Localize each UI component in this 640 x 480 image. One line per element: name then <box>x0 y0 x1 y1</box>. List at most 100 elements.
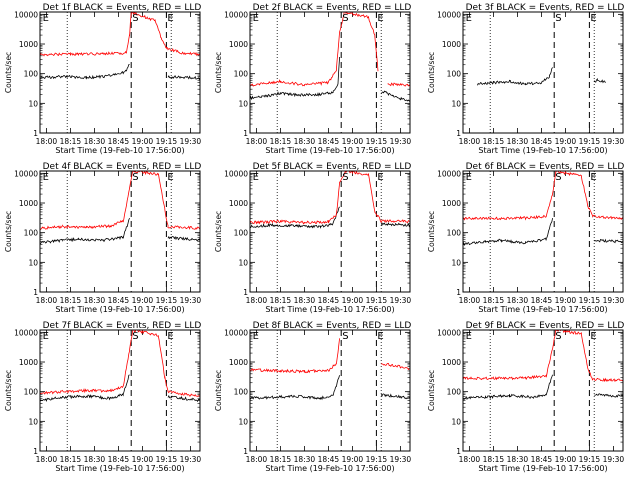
y-tick-label: 10 <box>238 258 248 267</box>
x-tick-label: 18:45 <box>318 455 340 464</box>
marker-label-e: E <box>43 331 49 342</box>
x-tick-label: 18:15 <box>483 137 505 146</box>
x-tick-label: 18:30 <box>294 296 316 305</box>
x-tick-label: 19:15 <box>156 455 178 464</box>
x-tick-label: 19:15 <box>579 296 601 305</box>
x-tick-label: 19:30 <box>603 455 625 464</box>
panel-det-3: Det 3f BLACK = Events, RED = LLD 1 10 100 10… <box>427 3 624 155</box>
marker-label-e: E <box>167 13 173 24</box>
x-tick-label: 18:15 <box>270 137 292 146</box>
x-tick-label: 19:15 <box>366 296 388 305</box>
x-axis-label: Start Time (19-Feb-10 17:56:00) <box>55 305 184 314</box>
plot-area <box>250 171 410 292</box>
x-tick-label: 18:30 <box>84 455 106 464</box>
y-axis-label: Counts/sec <box>214 211 223 252</box>
x-tick-label: 19:15 <box>156 296 178 305</box>
marker-label-e: E <box>253 172 259 183</box>
y-tick-label: 10 <box>451 258 461 267</box>
x-tick-label: 18:15 <box>483 296 505 305</box>
x-tick-label: 18:30 <box>294 137 316 146</box>
x-tick-label: 19:15 <box>156 137 178 146</box>
plot-area <box>40 330 200 451</box>
panel-det-7: Det 7f BLACK = Events, RED = LLD 1 10 100 10… <box>4 321 201 473</box>
marker-label-e: E <box>43 172 49 183</box>
plot-frame <box>249 170 411 293</box>
x-tick-label: 19:00 <box>342 137 364 146</box>
series-lld <box>463 330 623 383</box>
x-axis-label: Start Time (19-Feb-10 17:56:00) <box>265 464 394 473</box>
panel-title: Det 8f BLACK = Events, RED = LLD <box>253 321 412 331</box>
y-tick-label: 100 <box>234 70 249 79</box>
x-tick-label: 19:30 <box>390 455 412 464</box>
y-tick-label: 10000 <box>14 328 38 337</box>
y-tick-label: 100 <box>234 388 249 397</box>
panel-title: Det 2f BLACK = Events, RED = LLD <box>253 3 412 13</box>
y-tick-label: 10000 <box>437 169 461 178</box>
marker-label-s: S <box>342 331 348 342</box>
x-tick-label: 18:15 <box>60 296 82 305</box>
marker-label-s: S <box>132 13 138 24</box>
series-lld <box>463 171 623 221</box>
x-tick-label: 18:15 <box>270 455 292 464</box>
panel-title: Det 3f BLACK = Events, RED = LLD <box>466 3 625 13</box>
series-lld <box>40 330 200 397</box>
marker-label-s: S <box>342 13 348 24</box>
y-tick-label: 10 <box>28 258 38 267</box>
series-events <box>463 374 623 400</box>
y-tick-label: 10000 <box>437 328 461 337</box>
x-tick-label: 19:00 <box>555 296 577 305</box>
marker-label-e: E <box>590 331 596 342</box>
plot-area <box>477 12 606 133</box>
x-tick-label: 19:30 <box>390 296 412 305</box>
y-tick-label: 10 <box>451 417 461 426</box>
plot-area <box>40 12 200 133</box>
plot-frame <box>39 329 201 452</box>
x-tick-label: 18:45 <box>531 455 553 464</box>
x-tick-label: 18:00 <box>459 296 481 305</box>
y-tick-label: 10 <box>238 417 248 426</box>
series-events <box>40 374 200 403</box>
y-tick-label: 100 <box>24 229 39 238</box>
marker-label-e: E <box>466 13 472 24</box>
x-tick-label: 19:00 <box>132 455 154 464</box>
marker-label-e: E <box>167 172 173 183</box>
series-events <box>250 56 410 102</box>
x-tick-label: 18:45 <box>318 296 340 305</box>
x-tick-label: 18:00 <box>459 137 481 146</box>
panel-det-4: Det 4f BLACK = Events, RED = LLD 1 10 100 10… <box>4 162 201 314</box>
x-tick-label: 19:00 <box>342 296 364 305</box>
x-tick-label: 19:30 <box>390 137 412 146</box>
y-tick-label: 1000 <box>19 40 38 49</box>
x-tick-label: 19:00 <box>555 137 577 146</box>
marker-label-e: E <box>466 172 472 183</box>
x-tick-label: 19:30 <box>180 455 202 464</box>
x-tick-label: 19:15 <box>579 137 601 146</box>
plot-frame <box>462 11 624 134</box>
y-tick-label: 10000 <box>224 10 248 19</box>
panel-det-6: Det 6f BLACK = Events, RED = LLD 1 10 100 10… <box>427 162 624 314</box>
x-tick-label: 19:15 <box>579 455 601 464</box>
y-tick-label: 1 <box>456 447 461 456</box>
marker-label-s: S <box>555 172 561 183</box>
plot-frame <box>462 329 624 452</box>
marker-label-s: S <box>132 172 138 183</box>
x-tick-label: 18:00 <box>36 296 58 305</box>
marker-label-e: E <box>43 13 49 24</box>
marker-label-e: E <box>590 13 596 24</box>
y-tick-label: 1 <box>33 288 38 297</box>
y-axis-label: Counts/sec <box>427 52 436 93</box>
panel-det-8: Det 8f BLACK = Events, RED = LLD 1 10 100 10… <box>214 321 411 473</box>
y-tick-label: 1000 <box>229 358 248 367</box>
y-tick-label: 1 <box>456 288 461 297</box>
marker-label-s: S <box>132 331 138 342</box>
x-tick-label: 18:30 <box>294 455 316 464</box>
x-tick-label: 18:30 <box>507 296 529 305</box>
marker-label-e: E <box>253 13 259 24</box>
series-lld <box>250 171 410 225</box>
plot-area <box>40 171 200 292</box>
y-tick-label: 10000 <box>14 169 38 178</box>
series-lld <box>250 12 410 87</box>
y-tick-label: 10 <box>28 99 38 108</box>
y-tick-label: 100 <box>447 388 462 397</box>
series-events <box>40 64 200 80</box>
